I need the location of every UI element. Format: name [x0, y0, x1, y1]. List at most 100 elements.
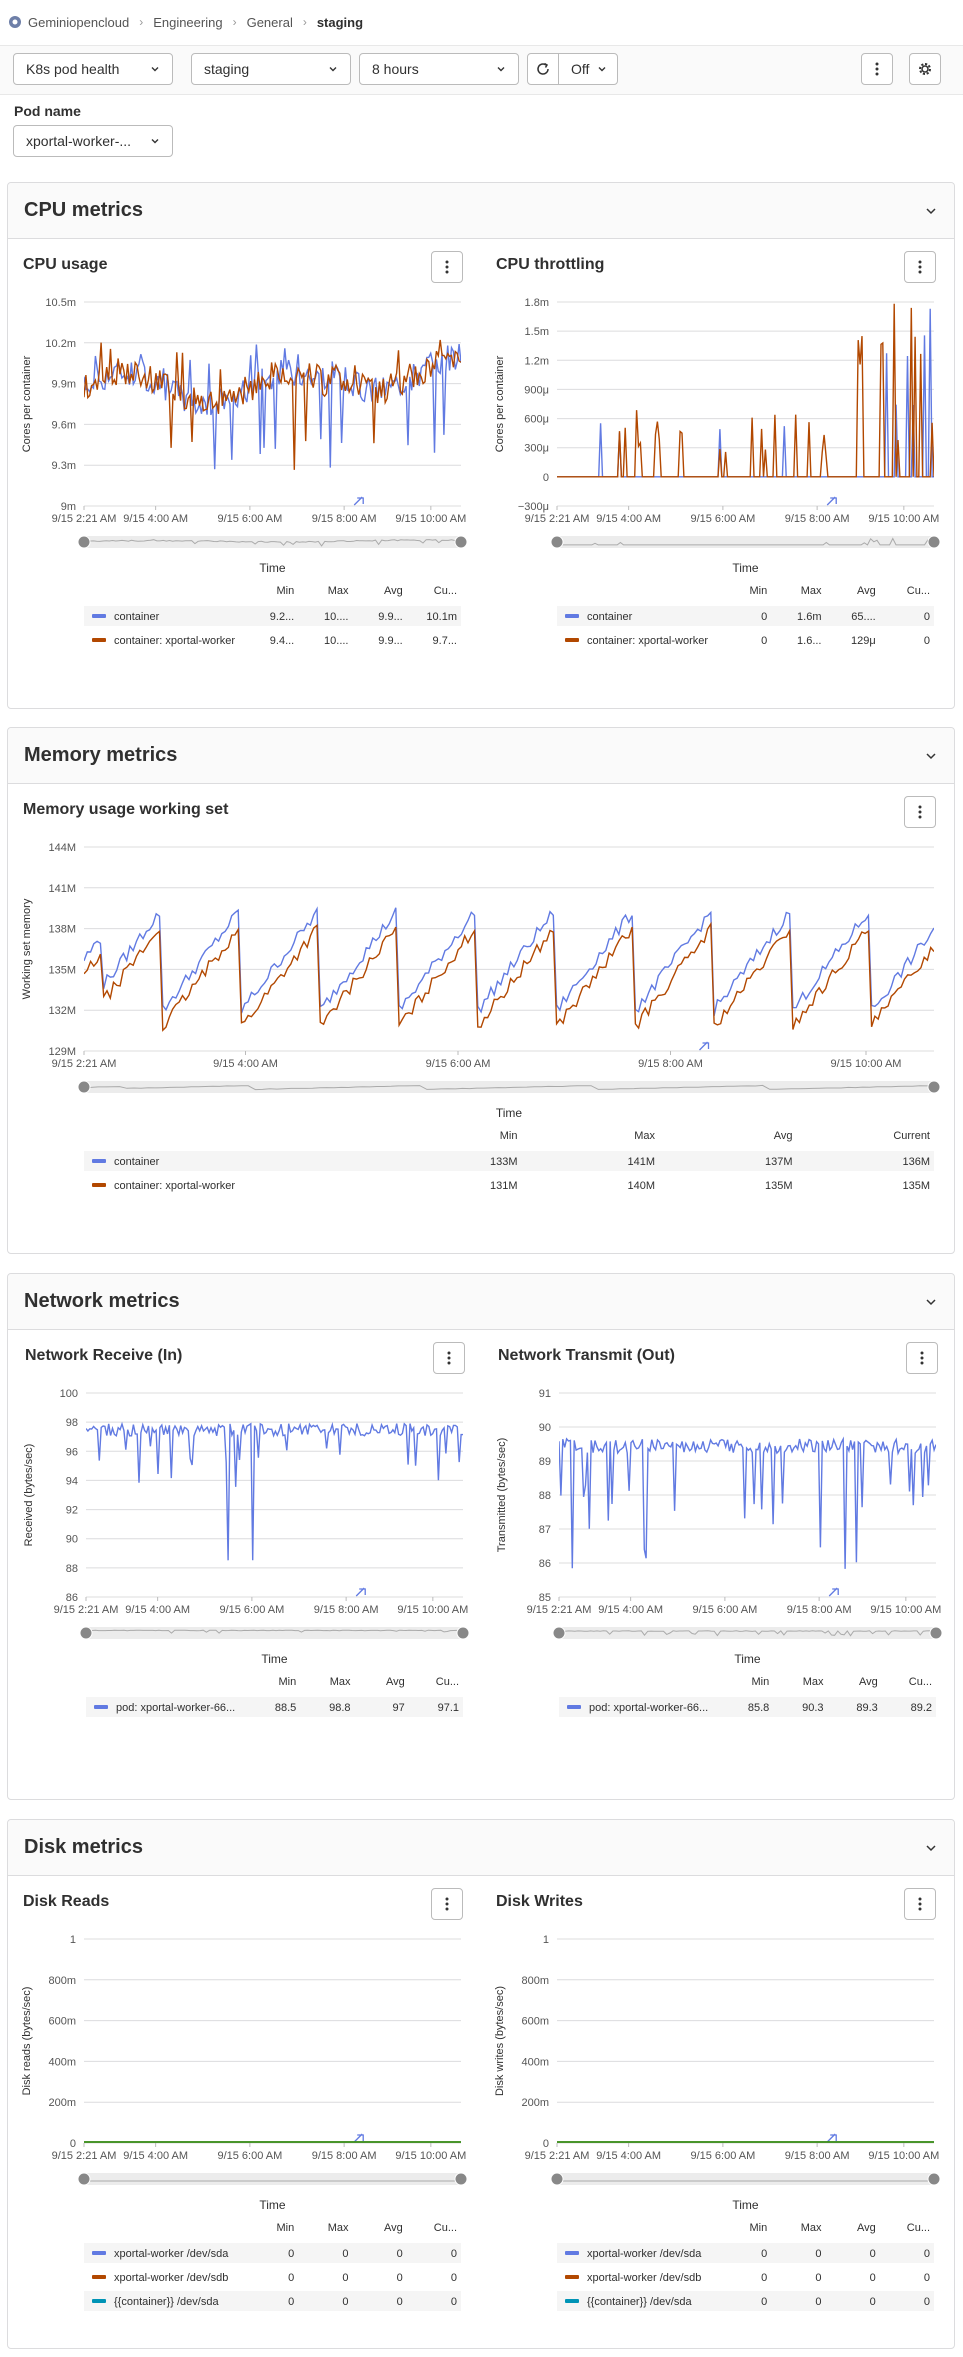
chart-cpu-throttling[interactable]: −300μ 0 300μ 600μ 900μ 1.2m 1.5m 1.8m Cores per … — [489, 296, 944, 647]
dashboard-actions-button[interactable] — [861, 53, 893, 85]
chart-actions-button[interactable] — [431, 1888, 463, 1920]
chart-memory-usage[interactable]: 129M 132M 135M 138M 141M 144M Working set memo… — [16, 841, 944, 1192]
zoom-slider-handle[interactable] — [454, 2172, 468, 2186]
environment-select[interactable]: staging — [191, 53, 351, 85]
zoom-slider-handle[interactable] — [929, 1626, 943, 1640]
legend-series-name[interactable]: xportal-worker /dev/sda — [114, 2248, 229, 2260]
breadcrumb-item-group[interactable]: Geminiopencloud — [28, 14, 130, 30]
dashboard-settings-button[interactable] — [909, 53, 941, 85]
legend-series-name[interactable]: xportal-worker /dev/sdb — [114, 2272, 228, 2284]
series-line[interactable] — [84, 339, 461, 470]
legend-swatch[interactable] — [92, 614, 106, 618]
panel-header[interactable]: Memory metrics — [8, 728, 954, 784]
legend-swatch[interactable] — [565, 2299, 579, 2303]
series-line[interactable] — [557, 303, 934, 478]
chevron-down-icon[interactable] — [924, 204, 938, 218]
legend-series-name[interactable]: pod: xportal-worker-66... — [116, 1702, 235, 1714]
chart-actions-button[interactable] — [431, 251, 463, 283]
series-line[interactable] — [84, 344, 461, 470]
series-line[interactable] — [84, 921, 934, 1032]
chart-actions-button[interactable] — [906, 1342, 938, 1374]
zoom-slider-handle[interactable] — [927, 535, 941, 549]
series-line[interactable] — [559, 1436, 936, 1569]
deployment-annotation-icon[interactable] — [826, 2133, 837, 2143]
series-line[interactable] — [84, 906, 934, 1017]
deployment-annotation-icon[interactable] — [826, 496, 837, 506]
zoom-slider-track[interactable] — [86, 1627, 463, 1639]
panel-header[interactable]: Disk metrics — [8, 1820, 954, 1876]
chart-actions-button[interactable] — [904, 251, 936, 283]
chart-actions-button[interactable] — [904, 1888, 936, 1920]
chevron-down-icon[interactable] — [924, 1841, 938, 1855]
deployment-annotation-icon[interactable] — [828, 1587, 839, 1597]
legend-series-name[interactable]: {{container}} /dev/sda — [587, 2296, 692, 2308]
chart-actions-button[interactable] — [904, 796, 936, 828]
legend-value-current: 0 — [924, 611, 930, 623]
legend-series-name[interactable]: pod: xportal-worker-66... — [589, 1702, 708, 1714]
legend-series-name[interactable]: xportal-worker /dev/sdb — [587, 2272, 701, 2284]
zoom-slider-handle[interactable] — [552, 1626, 566, 1640]
legend-series-name[interactable]: {{container}} /dev/sda — [114, 2296, 219, 2308]
breadcrumb-item-project[interactable]: General — [246, 14, 293, 30]
legend-swatch[interactable] — [565, 2275, 579, 2279]
legend-swatch[interactable] — [92, 1183, 106, 1187]
legend-swatch[interactable] — [565, 638, 579, 642]
legend-swatch[interactable] — [565, 614, 579, 618]
legend-series-name[interactable]: container — [114, 611, 160, 623]
zoom-slider-handle[interactable] — [454, 535, 468, 549]
series-line[interactable] — [86, 1421, 463, 1561]
zoom-slider-handle[interactable] — [77, 535, 91, 549]
zoom-slider-track[interactable] — [84, 1081, 934, 1093]
refresh-button[interactable] — [527, 53, 559, 85]
zoom-slider-handle[interactable] — [927, 1080, 941, 1094]
zoom-slider-handle[interactable] — [77, 1080, 91, 1094]
legend-swatch[interactable] — [92, 1159, 106, 1163]
refresh-interval-select[interactable]: Off — [558, 53, 618, 85]
legend-swatch[interactable] — [92, 2275, 106, 2279]
legend-swatch[interactable] — [94, 1705, 108, 1709]
zoom-slider-handle[interactable] — [77, 2172, 91, 2186]
zoom-slider-handle[interactable] — [927, 2172, 941, 2186]
zoom-slider-track[interactable] — [557, 2173, 934, 2185]
chevron-down-icon[interactable] — [924, 1295, 938, 1309]
dashboard-select[interactable]: K8s pod health — [13, 53, 173, 85]
chart-disk-writes[interactable]: 0 200m 400m 600m 800m 1 Disk writes (bytes/sec… — [489, 1933, 944, 2311]
deployment-annotation-icon[interactable] — [699, 1041, 710, 1051]
x-tick-label: 9/15 10:00 AM — [870, 1604, 941, 1616]
pod-name-select[interactable]: xportal-worker-... — [13, 125, 173, 157]
zoom-slider-track[interactable] — [84, 2173, 461, 2185]
panel-header[interactable]: CPU metrics — [8, 183, 954, 239]
deployment-annotation-icon[interactable] — [353, 496, 364, 506]
legend-series-name[interactable]: container — [587, 611, 633, 623]
breadcrumb-item-subgroup[interactable]: Engineering — [153, 14, 223, 30]
legend-swatch[interactable] — [565, 2251, 579, 2255]
zoom-slider-track[interactable] — [557, 536, 934, 548]
zoom-slider-handle[interactable] — [456, 1626, 470, 1640]
series-line[interactable] — [557, 308, 934, 478]
legend-swatch[interactable] — [567, 1705, 581, 1709]
legend-column-header: Avg — [384, 585, 403, 597]
legend-series-name[interactable]: xportal-worker /dev/sda — [587, 2248, 702, 2260]
legend-series-name[interactable]: container: xportal-worker — [587, 635, 708, 647]
legend-swatch[interactable] — [92, 2251, 106, 2255]
chevron-down-icon[interactable] — [924, 749, 938, 763]
legend-swatch[interactable] — [92, 638, 106, 642]
legend-swatch[interactable] — [92, 2299, 106, 2303]
chart-cpu-usage[interactable]: 9m 9.3m 9.6m 9.9m 10.2m 10.5m Cores per contai… — [16, 296, 471, 647]
ellipsis-v-icon — [920, 1351, 924, 1365]
chart-disk-reads[interactable]: 0 200m 400m 600m 800m 1 Disk reads (bytes/sec)… — [16, 1933, 471, 2311]
zoom-slider-handle[interactable] — [79, 1626, 93, 1640]
chart-actions-button[interactable] — [433, 1342, 465, 1374]
legend-series-name[interactable]: container — [114, 1156, 160, 1168]
legend-series-name[interactable]: container: xportal-worker — [114, 635, 235, 647]
chart-network-transmit[interactable]: 85 86 87 88 89 90 91 Transmitted (bytes/sec) 9/1… — [491, 1387, 946, 1717]
legend-series-name[interactable]: container: xportal-worker — [114, 1180, 235, 1192]
deployment-annotation-icon[interactable] — [355, 1587, 366, 1597]
zoom-slider-handle[interactable] — [550, 535, 564, 549]
zoom-slider-handle[interactable] — [550, 2172, 564, 2186]
zoom-slider-track[interactable] — [559, 1627, 936, 1639]
deployment-annotation-icon[interactable] — [353, 2133, 364, 2143]
chart-network-receive[interactable]: 86 88 90 92 94 96 98 100 Received (bytes/sec) 9/1… — [18, 1387, 473, 1717]
panel-header[interactable]: Network metrics — [8, 1274, 954, 1330]
timerange-select[interactable]: 8 hours — [359, 53, 519, 85]
